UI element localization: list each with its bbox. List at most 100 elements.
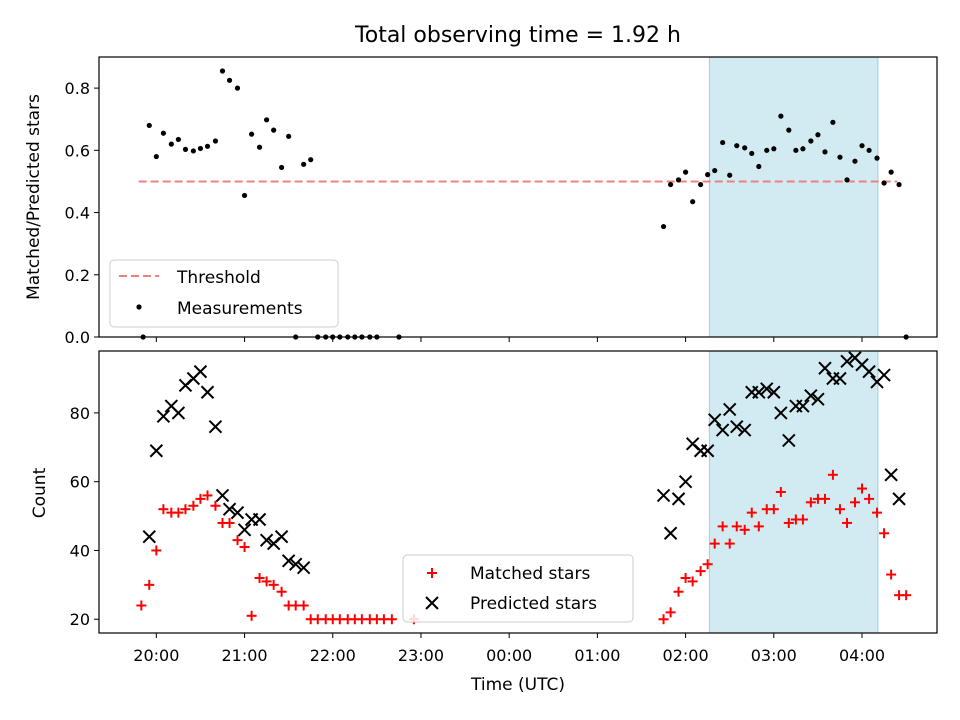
predicted-star-point [678,474,693,489]
legend-bottom: Matched stars Predicted stars [402,554,634,623]
bottom-y-tick-label: 80 [70,404,90,423]
predicted-star-point [760,382,774,396]
measurement-point [690,199,696,205]
x-tick-label: 04:00 [839,646,885,665]
matched-star-point [268,579,279,590]
matched-star-point [276,586,287,597]
measurement-point [749,150,755,157]
predicted-star-point [656,488,671,503]
top-axes-frame [98,56,938,338]
measurement-point [808,138,814,144]
matched-star-point [254,572,265,583]
measurement-point [675,177,682,183]
measurement-point [830,119,836,125]
matched-star-point [731,521,742,532]
matched-star-point [879,528,890,539]
measurement-point [219,68,226,74]
legend-matched-swatch [427,568,437,578]
matched-star-point [797,514,808,525]
predicted-star-point [833,371,847,386]
measurement-point [852,158,858,164]
matched-star-point [819,493,830,504]
matched-star-point [386,614,397,625]
top-panel-ratio-plot: 0.0 0.2 0.4 0.6 0.8 [65,56,938,347]
predicted-star-point [700,444,715,458]
matched-star-point [180,504,191,515]
predicted-star-point [156,409,171,424]
predicted-star-point [877,368,891,382]
matched-star-point [658,614,669,625]
measurement-point [683,169,689,175]
matched-star-point [753,521,764,532]
measurement-point [241,192,248,199]
measurement-point [764,147,770,153]
top-y-tick-label: 0.6 [65,141,90,160]
measurement-point [881,180,887,186]
matched-star-point [768,504,779,515]
bottom-highlight-span [709,351,878,633]
predicted-star-point [200,385,215,399]
measurement-point [697,181,704,188]
measurement-point [256,144,263,150]
predicted-star-point [252,512,267,527]
matched-star-point [224,517,235,528]
y-axis-label-top: Matched/Predicted stars [24,94,44,300]
matched-star-point [136,600,147,611]
matched-star-point [746,507,757,518]
predicted-star-point [171,406,186,420]
matched-star-point [695,566,706,577]
matched-star-point [827,469,838,480]
measurement-point [301,161,307,167]
matched-star-point [210,500,221,511]
measurement-point [153,153,159,160]
matched-star-point [783,517,794,528]
matched-star-point [901,590,912,601]
matched-star-point [188,500,199,511]
measurement-point [660,223,667,230]
measurement-point [175,136,181,143]
predicted-star-point [296,560,311,575]
legend-bottom-frame [402,554,634,623]
measurement-point [896,181,902,188]
matched-star-point [834,504,845,515]
matched-star-point [202,490,213,501]
legend-threshold-label: Threshold [176,268,261,288]
matched-star-point [724,538,735,549]
matched-star-point [680,572,691,583]
measurement-point [212,138,219,144]
predicted-star-point [274,530,289,544]
predicted-star-point [222,502,237,516]
measurement-point [822,149,828,155]
matched-star-point [864,493,875,504]
x-axis-label: Time (UTC) [470,675,565,695]
measurement-point [859,143,865,149]
predicted-star-point [259,533,274,547]
matched-star-point [144,579,155,590]
predicted-star-point [193,364,208,379]
matched-star-point [886,569,897,580]
bottom-y-tick-label: 20 [70,610,90,629]
measurement-point [226,77,233,83]
bottom-y-tick-label: 40 [70,541,90,560]
predicted-star-point [671,492,686,506]
predicted-star-point [774,406,788,420]
x-tick-label: 22:00 [310,646,356,665]
x-tick-label: 23:00 [398,646,444,665]
measurement-point [197,145,204,152]
measurement-point [249,131,255,137]
measurement-point [204,143,211,149]
matched-star-point [298,600,309,611]
top-highlight-span [709,57,878,337]
measurement-point [874,155,880,161]
predicted-star-point [782,433,796,448]
measurement-point [756,163,762,170]
measurement-point [705,172,711,178]
predicted-star-point [281,554,296,568]
x-tick-label: 03:00 [751,646,797,665]
legend-measurements-swatch [136,304,142,310]
matched-star-point [775,487,786,497]
matched-star-point [842,517,853,528]
matched-star-point [717,521,728,532]
measurement-point [800,146,806,152]
predicted-star-point [708,413,722,427]
